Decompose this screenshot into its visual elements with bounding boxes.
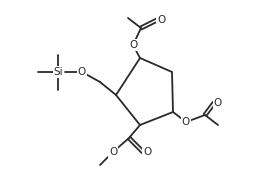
Text: O: O: [157, 15, 165, 25]
Text: O: O: [214, 98, 222, 108]
Text: Si: Si: [53, 67, 63, 77]
Text: O: O: [109, 147, 117, 157]
Text: O: O: [78, 67, 86, 77]
Text: O: O: [182, 117, 190, 127]
Text: O: O: [143, 147, 151, 157]
Text: O: O: [129, 40, 137, 50]
